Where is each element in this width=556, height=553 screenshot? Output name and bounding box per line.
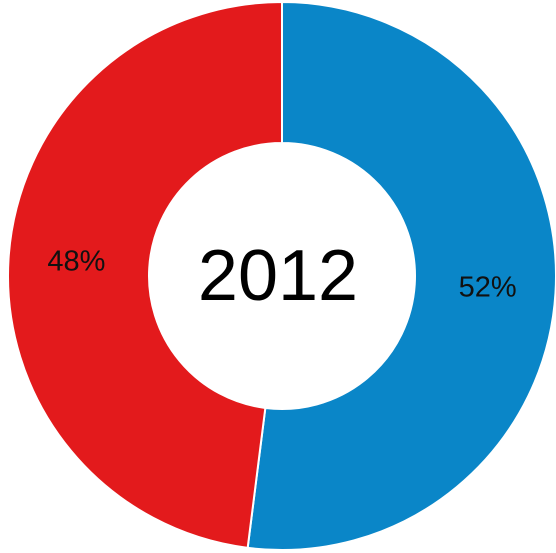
center-year-label: 2012	[198, 236, 358, 316]
donut-slice-2	[7, 0, 283, 549]
slices-group	[7, 0, 556, 551]
slice-label-1: 52%	[459, 272, 517, 304]
slice-label-2: 48%	[47, 246, 105, 278]
donut-slice-1	[246, 0, 556, 551]
labels-group: 52% 48%	[47, 246, 516, 304]
